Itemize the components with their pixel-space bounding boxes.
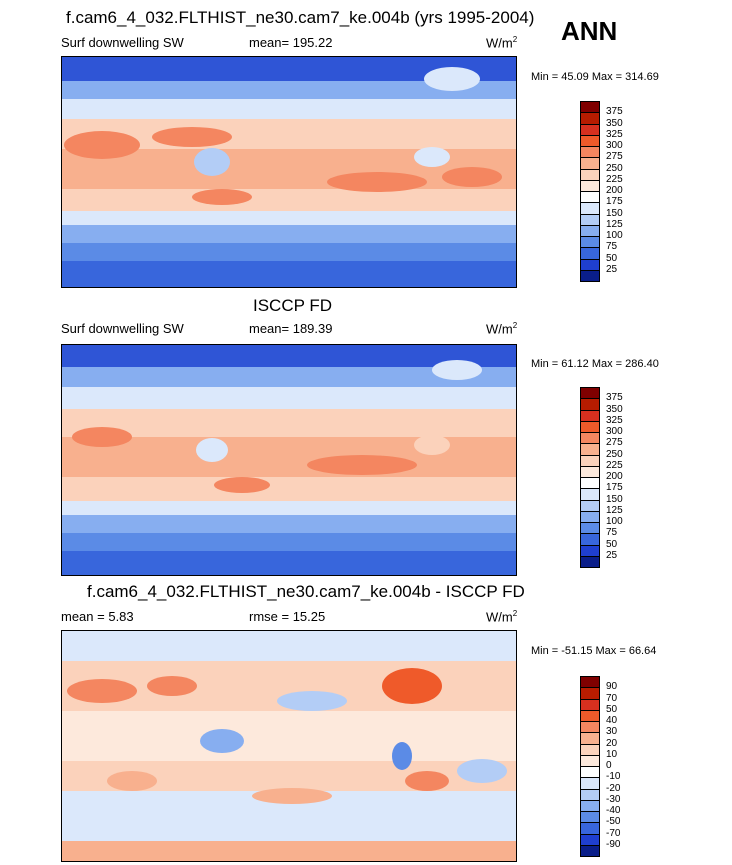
colorbar-tick-label: 50: [606, 538, 618, 550]
colorbar-tick-label: 325: [606, 128, 623, 140]
colorbar-tick-label: 200: [606, 471, 623, 482]
colorbar-tick-label: 40: [606, 715, 618, 726]
colorbar-tick-label: 100: [606, 230, 623, 241]
panel3-mean-label: mean = 5.83: [61, 609, 134, 624]
panel2-colorbar: 375 350 325 300 275 250 225 200 175 150 125 100 75 50…: [580, 387, 640, 568]
colorbar-swatch: [580, 555, 600, 568]
panel2-map: [61, 344, 517, 576]
panel2-units: W/m2: [486, 321, 518, 337]
panel3-units: W/m2: [486, 609, 518, 625]
colorbar-tick-label: 325: [606, 414, 623, 426]
colorbar-tick-label: 75: [606, 527, 618, 539]
colorbar-tick-label: 150: [606, 493, 623, 505]
panel1-variable-label: Surf downwelling SW: [61, 35, 184, 50]
colorbar-tick-label: -50: [606, 816, 621, 828]
colorbar-tick-label: 300: [606, 426, 623, 437]
panel2-mean-label: mean= 189.39: [249, 321, 333, 336]
colorbar-tick-label: 0: [606, 760, 612, 771]
panel1-units: W/m2: [486, 35, 518, 51]
colorbar-tick-label: 30: [606, 726, 618, 738]
panel3-colorbar: 90 70 50 40 30 20 10 0 -10 -20 -30 -40 -50 -70 -90: [580, 676, 640, 857]
colorbar-tick-label: 50: [606, 703, 618, 715]
colorbar-tick-label: 100: [606, 516, 623, 527]
panel3-title: f.cam6_4_032.FLTHIST_ne30.cam7_ke.004b -…: [87, 582, 525, 601]
panel3-minmax: Min = -51.15 Max = 66.64: [531, 645, 657, 657]
colorbar-tick-label: 150: [606, 207, 623, 219]
panel1-title: f.cam6_4_032.FLTHIST_ne30.cam7_ke.004b (…: [66, 8, 535, 27]
colorbar-tick-label: -70: [606, 827, 621, 839]
panel3-rmse-label: rmse = 15.25: [249, 609, 326, 624]
colorbar-tick-label: 300: [606, 140, 623, 151]
panel1-mean-label: mean= 195.22: [249, 35, 333, 50]
colorbar-tick-label: 90: [606, 681, 618, 693]
colorbar-tick-label: 10: [606, 748, 618, 760]
panel2-variable-label: Surf downwelling SW: [61, 321, 184, 336]
colorbar-tick-label: 125: [606, 218, 623, 230]
season-label: ANN: [561, 16, 618, 46]
colorbar-tick-label: -10: [606, 771, 621, 783]
colorbar-tick-label: 375: [606, 392, 623, 404]
colorbar-tick-label: 25: [606, 263, 618, 275]
colorbar-tick-label: 175: [606, 196, 623, 208]
colorbar-swatch: [580, 844, 600, 857]
colorbar-tick-label: 175: [606, 482, 623, 494]
colorbar-tick-label: 350: [606, 117, 623, 129]
colorbar-tick-label: 250: [606, 162, 623, 174]
colorbar-tick-label: -30: [606, 793, 621, 805]
colorbar-tick-label: 250: [606, 448, 623, 460]
colorbar-tick-label: 350: [606, 403, 623, 415]
colorbar-tick-label: 20: [606, 737, 618, 749]
colorbar-tick-label: 200: [606, 185, 623, 196]
colorbar-tick-label: 75: [606, 241, 618, 253]
colorbar-tick-label: 125: [606, 504, 623, 516]
colorbar-tick-label: -90: [606, 838, 621, 850]
colorbar-swatch: [580, 269, 600, 282]
colorbar-tick-label: 25: [606, 549, 618, 561]
colorbar-tick-label: -40: [606, 805, 621, 816]
panel1-colorbar: 375 350 325 300 275 250 225 200 175 150 125 100 75 50…: [580, 101, 640, 282]
colorbar-tick-label: 50: [606, 252, 618, 264]
colorbar-tick-label: 70: [606, 692, 618, 704]
panel1-minmax: Min = 45.09 Max = 314.69: [531, 71, 659, 83]
panel2-minmax: Min = 61.12 Max = 286.40: [531, 358, 659, 370]
colorbar-tick-label: 225: [606, 173, 623, 185]
colorbar-tick-label: -20: [606, 782, 621, 794]
colorbar-tick-label: 275: [606, 151, 623, 163]
colorbar-tick-label: 375: [606, 106, 623, 118]
panel3-map: [61, 630, 517, 862]
panel1-map: [61, 56, 517, 288]
colorbar-tick-label: 225: [606, 459, 623, 471]
panel2-title: ISCCP FD: [253, 296, 333, 315]
colorbar-tick-label: 275: [606, 437, 623, 449]
